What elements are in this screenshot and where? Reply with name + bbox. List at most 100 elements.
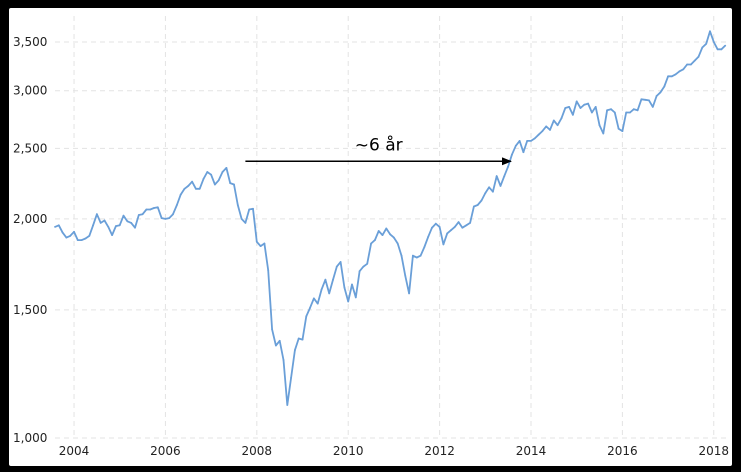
x-tick-label: 2014 xyxy=(516,444,547,458)
data-point xyxy=(107,226,110,228)
data-point xyxy=(248,208,251,211)
data-point xyxy=(183,187,186,190)
data-point xyxy=(290,376,292,379)
data-point xyxy=(526,140,529,142)
data-point xyxy=(587,102,589,105)
data-point xyxy=(636,109,639,112)
data-point xyxy=(206,171,209,173)
data-point xyxy=(377,230,380,232)
data-point xyxy=(381,234,384,237)
data-point xyxy=(568,106,570,108)
x-tick-label: 2010 xyxy=(333,444,364,458)
data-point xyxy=(659,91,662,94)
data-point xyxy=(663,85,666,88)
data-point xyxy=(400,254,403,257)
data-point xyxy=(457,221,460,224)
data-point xyxy=(492,190,494,193)
data-point xyxy=(450,229,452,232)
series-layer xyxy=(54,30,727,406)
data-point xyxy=(530,140,532,142)
data-point xyxy=(632,108,635,111)
data-point xyxy=(396,242,399,245)
data-point xyxy=(354,296,357,299)
data-point xyxy=(141,213,144,216)
data-point xyxy=(115,225,117,228)
data-point xyxy=(480,199,483,202)
data-point xyxy=(153,207,155,209)
data-point xyxy=(556,124,559,127)
data-point xyxy=(73,230,75,233)
data-point xyxy=(385,227,388,230)
data-point xyxy=(629,111,631,114)
data-point xyxy=(564,107,567,109)
data-point xyxy=(366,262,369,265)
data-point xyxy=(678,70,681,73)
data-point xyxy=(610,108,612,111)
data-point xyxy=(297,337,300,340)
data-point xyxy=(537,133,540,136)
data-point xyxy=(693,59,696,62)
data-point xyxy=(103,219,106,222)
y-axis-ticks: 1,000 1,500 2,000 2,500 3,000 3,500 xyxy=(13,35,47,445)
data-point xyxy=(229,182,232,185)
data-point xyxy=(187,185,190,187)
data-point xyxy=(575,100,578,103)
data-point xyxy=(671,75,673,78)
data-point xyxy=(351,283,353,286)
data-point xyxy=(621,130,624,132)
data-point xyxy=(488,186,490,189)
data-point xyxy=(579,107,582,109)
data-point xyxy=(655,95,658,97)
data-point xyxy=(54,226,56,228)
data-point xyxy=(606,109,608,112)
data-point xyxy=(198,187,201,190)
data-point xyxy=(343,286,346,289)
data-point xyxy=(408,292,410,295)
data-point xyxy=(404,275,407,277)
data-point xyxy=(362,265,365,268)
data-point xyxy=(686,63,688,66)
data-point xyxy=(370,242,372,245)
data-point xyxy=(202,178,205,180)
data-point xyxy=(389,233,391,236)
data-point xyxy=(316,302,319,305)
data-point xyxy=(473,205,475,208)
data-point xyxy=(591,111,593,114)
data-point xyxy=(233,183,235,186)
data-point xyxy=(225,167,228,169)
data-point xyxy=(712,41,715,43)
annotation-label: ~6 år xyxy=(355,134,403,155)
data-point xyxy=(514,144,517,147)
data-point xyxy=(476,204,479,206)
y-tick-label: 2,500 xyxy=(13,141,47,155)
data-point xyxy=(80,239,83,242)
data-point xyxy=(88,235,91,237)
data-point xyxy=(195,187,197,190)
data-point xyxy=(625,111,628,114)
data-point xyxy=(640,98,643,101)
data-point xyxy=(99,222,102,224)
data-point xyxy=(709,30,711,33)
data-point xyxy=(160,217,163,220)
data-point xyxy=(613,111,616,114)
x-tick-label: 2016 xyxy=(607,444,638,458)
data-point xyxy=(545,125,548,128)
data-point xyxy=(617,127,620,130)
data-point xyxy=(453,226,456,228)
x-tick-label: 2004 xyxy=(59,444,90,458)
data-point xyxy=(549,129,551,131)
data-point xyxy=(282,359,285,361)
data-point xyxy=(583,103,586,106)
data-point xyxy=(126,220,129,223)
y-tick-label: 1,500 xyxy=(13,303,47,317)
data-point xyxy=(644,98,647,101)
data-point xyxy=(145,208,148,211)
data-point xyxy=(134,226,136,229)
data-point xyxy=(156,206,159,209)
x-tick-label: 2018 xyxy=(698,444,729,458)
data-point xyxy=(111,234,113,237)
data-point xyxy=(137,214,140,216)
data-point xyxy=(552,119,555,122)
data-point xyxy=(278,339,281,342)
data-point xyxy=(309,306,311,309)
